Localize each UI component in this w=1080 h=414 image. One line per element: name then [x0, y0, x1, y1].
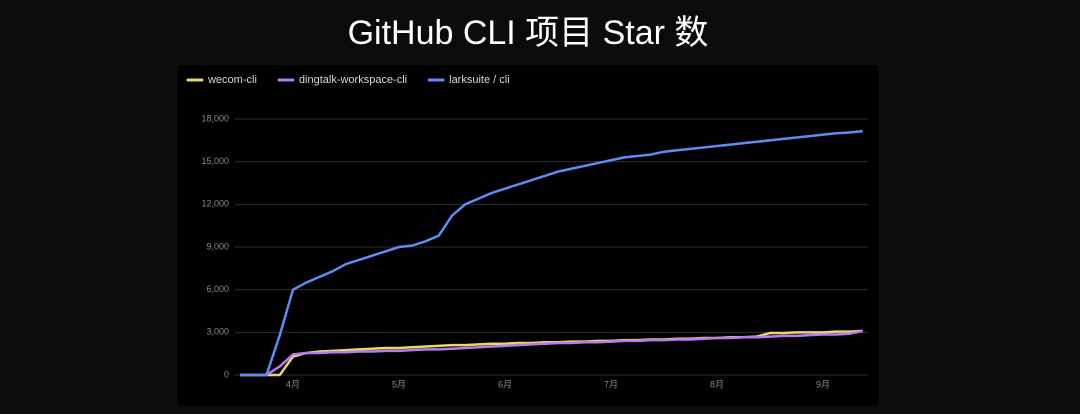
y-tick-label: 6,000	[206, 284, 229, 294]
legend-label: wecom-cli	[207, 74, 257, 86]
y-tick-label: 3,000	[206, 327, 229, 337]
x-tick-label: 8月	[710, 379, 724, 389]
y-tick-label: 9,000	[206, 241, 229, 251]
x-tick-label: 5月	[392, 379, 406, 389]
legend-label: dingtalk-workspace-cli	[299, 74, 407, 86]
x-tick-label: 7月	[604, 379, 618, 389]
series-line	[240, 129, 863, 377]
y-tick-label: 15,000	[201, 156, 229, 166]
chart-title: GitHub CLI 项目 Star 数	[348, 14, 709, 52]
legend-label: larksuite / cli	[449, 74, 510, 86]
x-tick-label: 4月	[286, 379, 300, 389]
chart-panel	[178, 65, 878, 406]
y-tick-label: 12,000	[201, 199, 229, 209]
y-tick-label: 0	[224, 369, 229, 379]
x-tick-label: 9月	[816, 379, 830, 389]
x-tick-label: 6月	[498, 379, 512, 389]
series-line	[240, 329, 864, 377]
y-tick-label: 18,000	[201, 113, 229, 123]
